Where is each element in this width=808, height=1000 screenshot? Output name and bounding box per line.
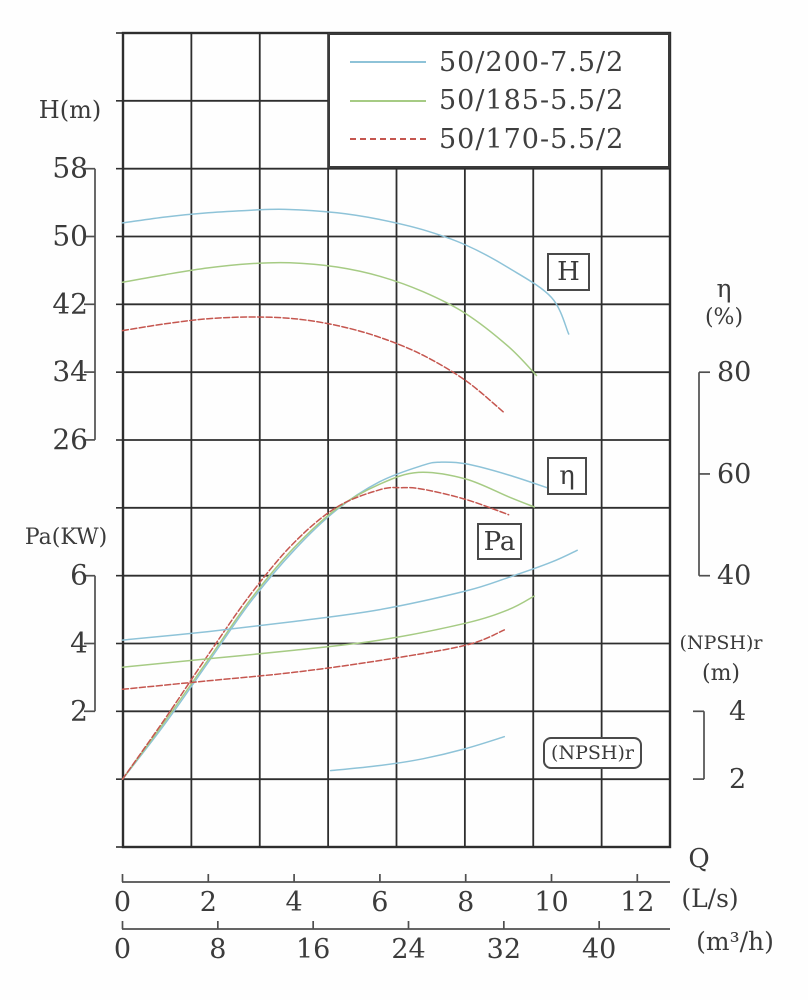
H-tick-label: 58 (52, 152, 88, 185)
pa-curve-label-box: Pa (477, 523, 522, 560)
legend-label: 50/185-5.5/2 (439, 85, 625, 116)
q2-axis-tick-label: 0 (114, 934, 131, 965)
curve-eta-50/185-5.5/2 (121, 471, 536, 780)
H-tick-label: 26 (52, 423, 88, 456)
npsh-axis-title: (NPSH)r (679, 632, 763, 654)
q-axis-tick-label: 2 (200, 887, 217, 918)
legend-item: 50/200-7.5/2 (350, 47, 662, 78)
legend-label: 50/170-5.5/2 (439, 123, 625, 155)
legend-line-blue (350, 61, 426, 63)
curve-pa-50/170-5.5/2 (121, 629, 506, 691)
eta-axis-title: η (716, 274, 732, 303)
curve-pa-50/200-7.5/2 (121, 549, 578, 641)
q-axis-tick-label: 0 (114, 887, 131, 918)
npsh-tick-label: 4 (729, 696, 746, 727)
curve-h-50/185-5.5/2 (121, 261, 538, 377)
npsh-axis-unit: (m) (701, 661, 741, 686)
q2-axis-tick-label: 32 (487, 934, 521, 965)
eta-tick-label: 60 (717, 459, 751, 490)
pa-axis-title: Pa(KW) (24, 525, 108, 550)
curve-h-50/200-7.5/2 (121, 208, 570, 335)
q-axis-tick-label: 10 (534, 887, 568, 918)
curve-h-50/170-5.5/2 (121, 316, 506, 414)
H-tick-label: 42 (52, 287, 88, 320)
q-axis-tick-label: 4 (286, 887, 303, 918)
h-axis-title: H(m) (38, 96, 102, 124)
eta-curve-label-box: η (547, 457, 587, 495)
Pa-tick-label: 2 (70, 694, 88, 727)
legend-item: 50/185-5.5/2 (350, 85, 662, 116)
legend-line-red (350, 138, 426, 140)
Pa-tick-label: 6 (70, 559, 88, 592)
q-axis-tick-label: 8 (457, 887, 474, 918)
q2-axis-tick-label: 16 (296, 934, 330, 965)
q-axis-unit: (L/s) (681, 884, 739, 913)
legend-label: 50/200-7.5/2 (439, 46, 625, 78)
legend-item: 50/170-5.5/2 (350, 124, 662, 155)
h-curve-label-box: H (547, 253, 590, 291)
eta-tick-label: 40 (717, 561, 751, 592)
q2-axis-unit: (m³/h) (696, 927, 774, 956)
curve-pa-50/185-5.5/2 (121, 595, 536, 668)
npsh-curve-label-box: (NPSH)r (543, 737, 642, 769)
q2-axis-tick-label: 40 (582, 934, 616, 965)
q-axis-tick-label: 6 (371, 887, 388, 918)
curve-npsh-50/200-7.5/2 (329, 735, 506, 772)
legend-line-green (350, 99, 426, 102)
legend: 50/200-7.5/2 50/185-5.5/2 50/170-5.5/2 (328, 33, 670, 168)
eta-axis-unit: (%) (704, 305, 744, 330)
q-axis-tick-label: 12 (620, 887, 654, 918)
q-axis-title: Q (688, 844, 710, 874)
H-tick-label: 34 (52, 355, 88, 388)
H-tick-label: 50 (52, 220, 88, 253)
Pa-tick-label: 4 (70, 627, 88, 660)
npsh-tick-label: 2 (729, 764, 746, 795)
eta-tick-label: 80 (717, 357, 751, 388)
curve-eta-50/200-7.5/2 (121, 461, 561, 780)
q2-axis-tick-label: 24 (391, 934, 425, 965)
curve-eta-50/170-5.5/2 (121, 486, 510, 780)
q2-axis-tick-label: 8 (209, 934, 226, 965)
